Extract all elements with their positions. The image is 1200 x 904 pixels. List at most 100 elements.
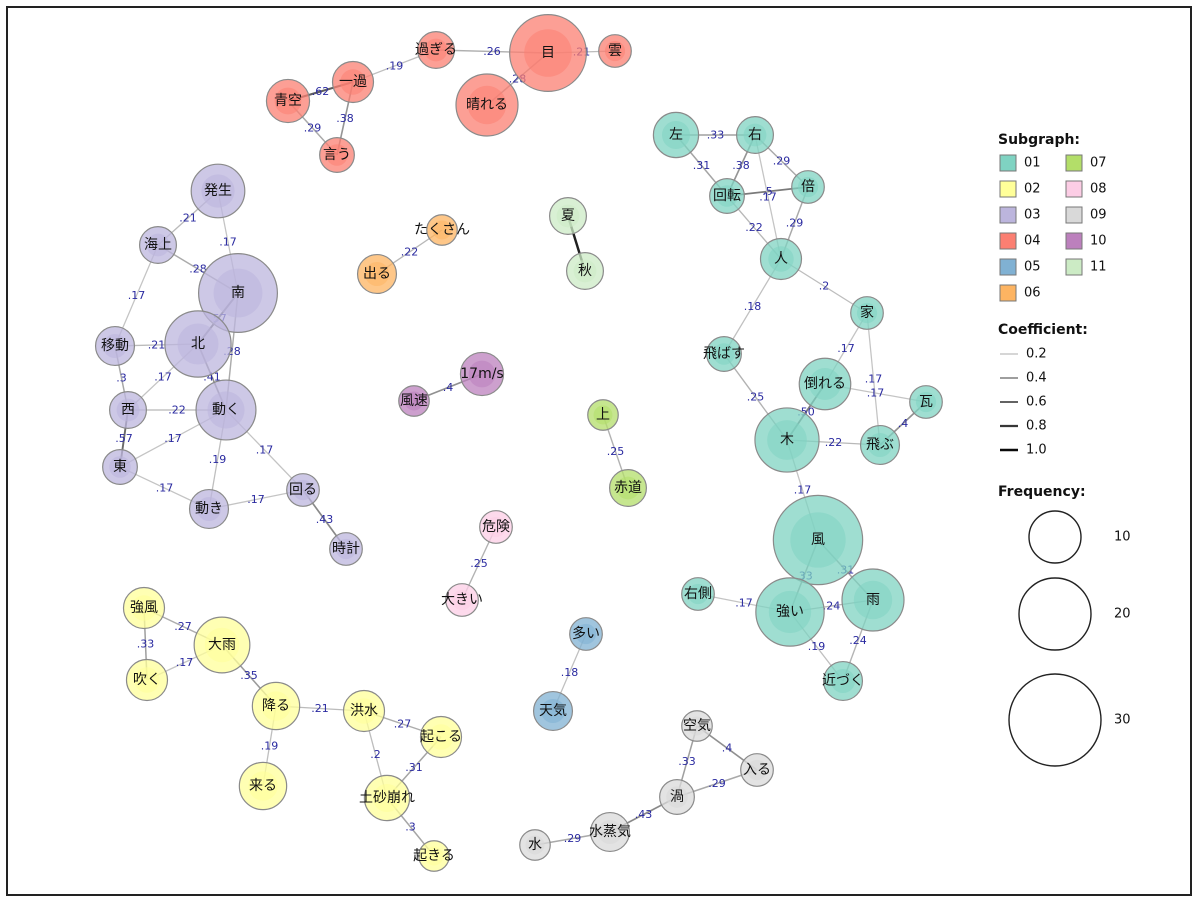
word-node-label: 秋: [578, 263, 592, 279]
edge-coefficient-label: .3: [405, 821, 416, 834]
word-node: 上: [587, 399, 619, 431]
word-node-core: [485, 516, 507, 538]
word-node: 来る: [238, 761, 288, 811]
word-node-core: [428, 724, 454, 750]
word-node-core: [743, 123, 767, 147]
edge-coefficient-label: .17: [759, 191, 777, 204]
word-node: 発生: [190, 163, 246, 219]
word-node-label: 西: [121, 402, 135, 418]
edge-coefficient-label: .43: [635, 808, 653, 821]
legend-subgraph-swatch: [1065, 206, 1083, 224]
edge-coefficient-label: .27: [394, 718, 412, 731]
word-node: 渦: [659, 779, 695, 815]
word-node-label: 水蒸気: [589, 824, 631, 840]
legend-subgraph-title: Subgraph:: [998, 132, 1080, 148]
edge-coefficient-label: .4: [898, 417, 909, 430]
word-node-core: [573, 259, 597, 283]
word-node: 降る: [251, 681, 301, 731]
edge-coefficient-label: .21: [179, 212, 197, 225]
word-node-core: [856, 302, 878, 324]
word-node: 海上: [139, 226, 178, 265]
word-node: 晴れる: [455, 73, 519, 137]
edge-coefficient-label: .17: [128, 289, 146, 302]
word-node-core: [351, 698, 377, 724]
word-node-label: 多い: [572, 625, 600, 642]
word-node: 強風: [122, 586, 166, 630]
word-node-core: [616, 476, 640, 500]
word-node-label: 一過: [339, 74, 367, 90]
word-node-label: 飛ばす: [703, 346, 745, 362]
word-node-label: 大きい: [441, 592, 483, 608]
word-node: 秋: [565, 252, 604, 291]
edge-coefficient-label: .22: [168, 404, 186, 417]
word-node: 雲: [598, 34, 632, 68]
word-node-core: [213, 268, 263, 318]
word-node-label: 東: [113, 459, 127, 475]
legend-subgraph-label: 06: [1024, 286, 1041, 301]
word-node: 大きい: [441, 583, 483, 617]
word-node-label: 大雨: [208, 637, 236, 653]
word-node: 水: [519, 829, 551, 861]
word-node-core: [661, 120, 691, 150]
word-node-core: [768, 246, 794, 272]
edge-coefficient-label: .29: [304, 122, 322, 135]
edge-coefficient-label: .33: [137, 638, 155, 651]
word-node-label: 降る: [262, 698, 290, 714]
word-node: 危険: [479, 510, 513, 544]
edge-coefficient-label: .29: [773, 155, 791, 168]
edge-coefficient-label: .5: [762, 185, 773, 198]
word-node-label: 時計: [332, 541, 360, 557]
word-node-label: 飛ぶ: [866, 437, 894, 453]
word-node: 右: [735, 115, 774, 154]
edge-coefficient-label: .17: [247, 493, 265, 506]
edge-coefficient-label: .19: [261, 740, 279, 753]
legend-subgraph-swatch: [999, 232, 1017, 250]
legend-subgraph-swatch: [999, 258, 1017, 276]
word-node-label: 海上: [144, 237, 172, 253]
word-node-core: [713, 343, 735, 365]
edge-coefficient-label: .35: [240, 669, 258, 682]
word-node-core: [364, 261, 390, 287]
word-node: 家: [850, 296, 884, 330]
edge-coefficient-label: .18: [744, 300, 762, 313]
word-node: 起きる: [413, 840, 455, 872]
edge-coefficient-label: .28: [189, 263, 207, 276]
edge-coefficient-label: .33: [678, 755, 696, 768]
word-node-label: 風速: [400, 393, 428, 409]
word-node-core: [424, 846, 444, 866]
word-node-label: 起こる: [420, 729, 462, 745]
legend-subgraph-swatch: [1065, 154, 1083, 172]
edge-coefficient-label: .21: [311, 702, 329, 715]
word-node-core: [468, 360, 496, 388]
word-node: 近づく: [822, 660, 864, 702]
word-node-core: [597, 819, 623, 845]
edge-coefficient-label: .38: [336, 112, 354, 125]
edge-coefficient-label: .19: [808, 640, 826, 653]
word-node: 瓦: [909, 385, 943, 419]
edge-coefficient-label: .18: [561, 666, 579, 679]
word-node-label: 人: [774, 251, 788, 267]
word-node: 風: [772, 494, 864, 586]
edge-coefficient-label: .26: [483, 45, 501, 58]
word-node-label: 天気: [539, 703, 567, 719]
word-node: 17m/s: [459, 351, 505, 397]
edge-coefficient-label: .21: [148, 339, 166, 352]
word-node-core: [340, 69, 366, 95]
word-node-label: 北: [191, 336, 205, 352]
word-node-label: 倍: [801, 179, 815, 195]
legend-subgraph-swatch: [999, 206, 1017, 224]
word-node-core: [853, 580, 893, 620]
edge-coefficient-label: .17: [865, 373, 883, 386]
word-node-label: 移動: [101, 338, 129, 354]
word-node-core: [467, 85, 507, 125]
legend-subgraph-label: 02: [1024, 182, 1041, 197]
word-node-core: [204, 627, 240, 663]
word-node: 過ぎる: [415, 31, 457, 69]
word-node: 時計: [329, 532, 363, 566]
word-node-core: [248, 771, 278, 801]
word-node: 青空: [265, 78, 311, 124]
word-node: 北: [164, 310, 232, 378]
edge-coefficient-label: .29: [708, 777, 726, 790]
word-node-core: [593, 405, 613, 425]
